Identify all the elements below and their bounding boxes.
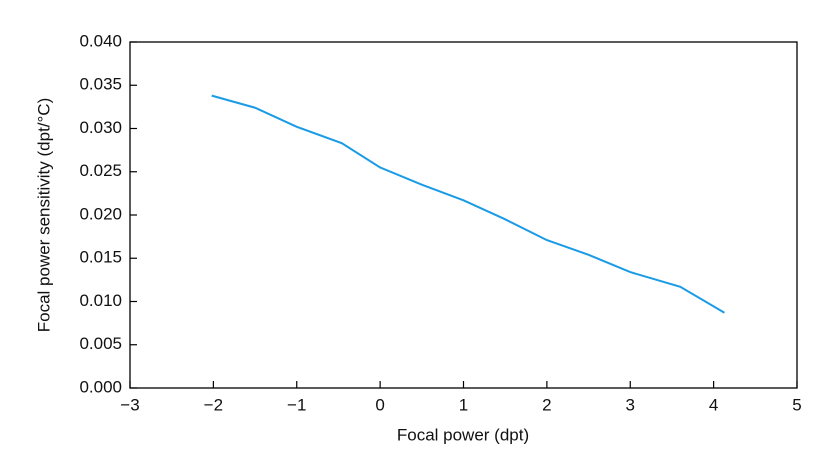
y-tick-label: 0.035: [79, 75, 122, 94]
x-tick-label: 0: [375, 395, 384, 414]
x-tick-label: 1: [459, 395, 468, 414]
y-tick-label: 0.020: [79, 204, 122, 223]
x-tick-label: −1: [287, 395, 306, 414]
data-line: [211, 94, 725, 314]
y-tick-label: 0.030: [79, 118, 122, 137]
y-tick-label: 0.040: [79, 31, 122, 50]
x-tick-label: 3: [626, 395, 635, 414]
x-tick-label: 4: [709, 395, 718, 414]
y-tick-label: 0.000: [79, 377, 122, 396]
x-tick-label: −3: [120, 395, 139, 414]
y-tick-label: 0.015: [79, 248, 122, 267]
x-axis-label: Focal power (dpt): [397, 425, 529, 444]
x-tick-label: 2: [542, 395, 551, 414]
y-tick-label: 0.025: [79, 161, 122, 180]
y-tick-label: 0.010: [79, 291, 122, 310]
x-tick-label: −2: [204, 395, 223, 414]
plot-frame: [129, 41, 798, 389]
x-tick-label: 5: [792, 395, 801, 414]
y-tick-label: 0.005: [79, 334, 122, 353]
y-axis-label: Focal power sensitivity (dpt/°C): [34, 98, 53, 332]
